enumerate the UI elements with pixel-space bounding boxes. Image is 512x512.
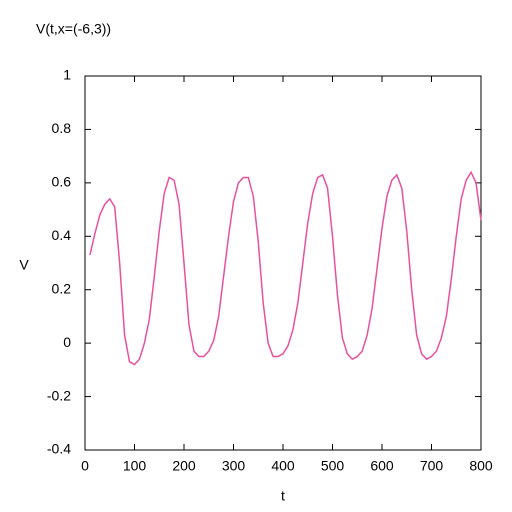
y-tick-label: 1 bbox=[63, 67, 71, 83]
y-tick-label: -0.4 bbox=[47, 441, 71, 457]
x-tick-label: 200 bbox=[172, 458, 196, 474]
y-tick-label: 0.8 bbox=[52, 120, 72, 136]
y-tick-label: 0.6 bbox=[52, 174, 72, 190]
x-tick-label: 600 bbox=[370, 458, 394, 474]
x-tick-label: 400 bbox=[271, 458, 295, 474]
x-axis-label: t bbox=[281, 488, 285, 504]
x-tick-label: 500 bbox=[321, 458, 345, 474]
y-tick-label: 0 bbox=[63, 334, 71, 350]
y-axis-label: V bbox=[19, 257, 29, 273]
x-tick-label: 800 bbox=[469, 458, 493, 474]
x-tick-label: 300 bbox=[222, 458, 246, 474]
y-tick-label: -0.2 bbox=[47, 387, 71, 403]
chart-title: V(t,x=(-6,3)) bbox=[36, 21, 111, 37]
y-tick-label: 0.4 bbox=[52, 227, 72, 243]
plot-border bbox=[84, 75, 482, 451]
line bbox=[89, 170, 482, 366]
x-tick-label: 100 bbox=[123, 458, 147, 474]
x-tick-label: 700 bbox=[420, 458, 444, 474]
y-tick-label: 0.2 bbox=[52, 280, 72, 296]
x-tick-label: 0 bbox=[81, 458, 89, 474]
